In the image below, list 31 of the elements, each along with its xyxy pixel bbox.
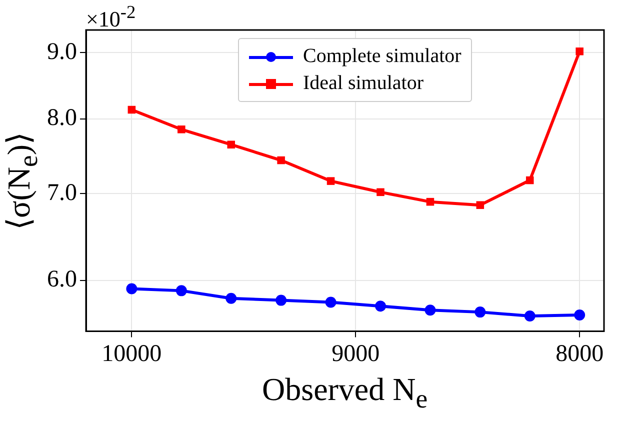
point [126, 283, 138, 294]
point [424, 304, 436, 316]
y-tick-label: 9.0 [47, 38, 77, 65]
point [576, 47, 584, 56]
point [178, 126, 186, 134]
point [176, 285, 187, 296]
point [276, 294, 287, 306]
y-tick-label: 8.0 [47, 105, 77, 132]
point [526, 176, 534, 184]
point [226, 292, 237, 304]
point [376, 188, 384, 196]
point [374, 300, 386, 312]
point [524, 310, 536, 322]
point [474, 306, 486, 318]
x-tick-label: 8000 [556, 340, 604, 367]
legend-label: Complete simulator [303, 45, 462, 68]
y-tick-label: 7.0 [47, 180, 77, 206]
x-tick-label: 10000 [102, 340, 162, 367]
point [426, 198, 434, 206]
x-tick-label: 9000 [332, 340, 380, 367]
y-tick-label: 6.0 [47, 266, 77, 293]
point [326, 177, 335, 185]
point [128, 106, 136, 114]
point [325, 296, 336, 308]
legend-label: Ideal simulator [303, 72, 424, 95]
point [227, 140, 236, 149]
x-axis-title: Observed N$_{e}$ [262, 371, 428, 415]
point [476, 201, 484, 209]
annotation: ×10$^{-2}$ [86, 2, 136, 32]
point [277, 156, 285, 164]
point [574, 310, 586, 321]
